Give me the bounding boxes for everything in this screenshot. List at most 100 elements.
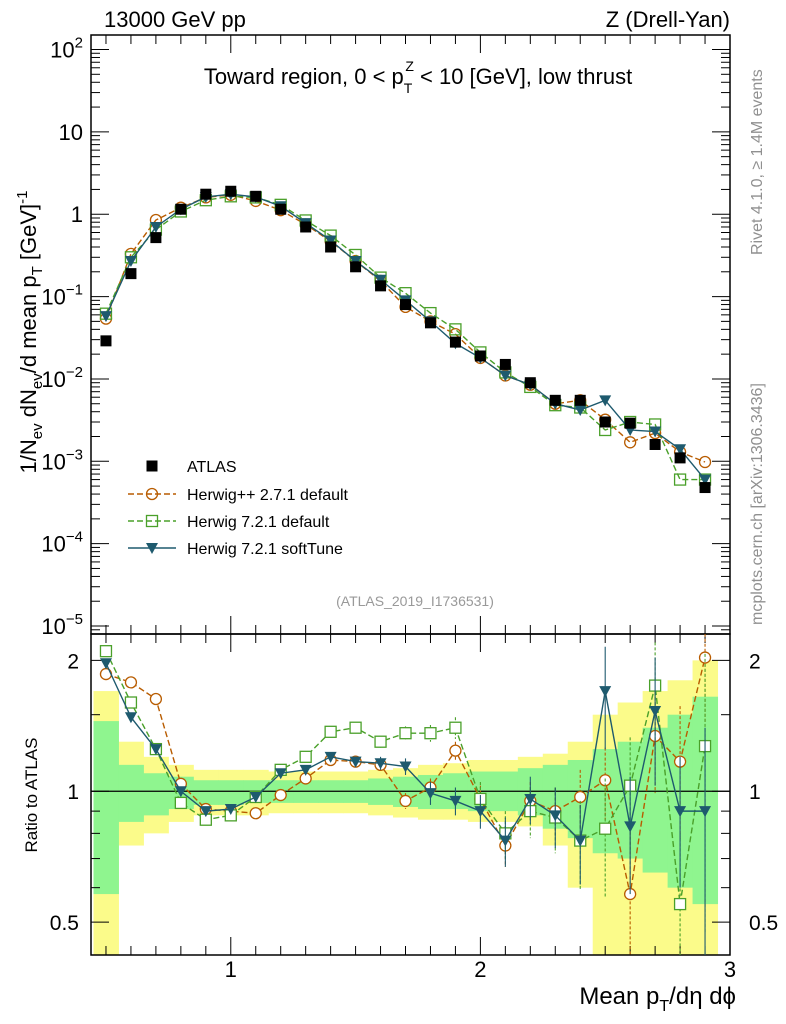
ratio-point-herwig-7-2-1-softtune [449,795,462,807]
point-atlas [250,190,262,202]
ratio-tick-label-right: 2 [749,650,761,673]
ratio-tick-label-right: 1 [749,781,761,804]
x-tick-label: 1 [225,957,237,982]
point-herwig-7-2-1-softtune [324,235,337,247]
legend-label-herwig-2-7-1-default: Herwig++ 2.7.1 default [187,487,349,504]
point-herwig-7-2-1-softtune [149,221,162,233]
point-atlas [100,335,112,347]
source-label: mcplots.cern.ch [arXiv:1306.3436] [749,383,766,625]
point-atlas [524,377,536,389]
ratio-point-herwig-7-2-1-default [324,725,337,738]
legend-marker-herwig-2-7-1-default [145,487,159,501]
x-tick-label: 3 [724,957,736,982]
ratio-band-green [218,780,244,805]
point-herwig-7-2-1-softtune [99,311,112,323]
rivet-version-label: Rivet 4.1.0, ≥ 1.4M events [749,69,766,255]
ratio-point-herwig-7-2-1-softtune [199,806,212,818]
y-tick-label: 102 [50,35,83,63]
ratio-point-herwig-7-2-1-softtune [474,806,487,818]
ratio-point-herwig-7-2-1-default [299,750,312,763]
point-atlas [400,299,412,311]
ratio-point-herwig-7-2-1-default [174,796,188,810]
point-atlas [474,350,486,362]
ratio-point-herwig-2-7-1-default [449,744,462,757]
line-herwig-7-2-1-softtune [105,193,706,481]
ratio-point-herwig-7-2-1-softtune [649,705,662,717]
ratio-plot-frame [90,633,731,956]
y-tick-label: 10−2 [41,364,83,392]
ratio-point-herwig-7-2-1-softtune [699,806,712,818]
point-herwig-7-2-1-softtune [374,274,387,286]
ratio-tick-label: 1 [67,781,79,804]
point-herwig-2-7-1-default [624,436,637,449]
ratio-point-herwig-2-7-1-default [698,651,712,664]
ratio-point-herwig-7-2-1-softtune [324,751,337,763]
point-herwig-7-2-1-softtune [699,474,712,486]
y-tick-label: 10−3 [41,446,83,474]
point-atlas [150,232,162,244]
point-herwig-7-2-1-softtune [499,370,512,382]
ratio-band-green [193,780,219,805]
ratio-point-herwig-7-2-1-softtune [124,712,137,724]
point-atlas [549,394,561,406]
point-herwig-7-2-1-softtune [124,256,137,268]
ratio-point-herwig-7-2-1-default [399,727,412,740]
point-atlas [275,203,287,215]
point-herwig-7-2-1-softtune [599,395,612,407]
x-axis-label: Mean pT/dη dϕ [579,983,736,1015]
ratio-point-herwig-2-7-1-default [399,794,412,808]
ratio-tick-label-right: 0.5 [749,912,778,935]
ratio-point-herwig-7-2-1-default [124,696,138,709]
ratio-tick-label: 2 [67,650,79,673]
x-tick-label: 2 [474,957,486,982]
chart-title: Toward region, 0 < pTZ < 10 [GeV], low t… [204,58,632,96]
ratio-point-herwig-2-7-1-default [124,676,138,689]
ratio-point-herwig-7-2-1-softtune [274,768,287,780]
point-atlas [424,317,436,329]
ratio-point-herwig-7-2-1-default [599,822,612,835]
y-axis-label: 1/Nev dNev/d mean pT [GeV]-1 [14,191,46,474]
point-atlas [200,188,212,200]
process-label: Z (Drell-Yan) [606,7,730,32]
point-herwig-7-2-1-softtune [674,444,687,456]
ratio-point-herwig-7-2-1-softtune [599,686,612,698]
ratio-point-herwig-2-7-1-default [149,692,163,706]
ratio-point-herwig-7-2-1-softtune [674,806,687,818]
ratio-band-green [93,721,119,895]
legend: ATLAS Herwig++ 2.7.1 default Herwig 7.2.1 … [128,459,349,558]
legend-label-atlas: ATLAS [187,459,237,476]
point-atlas [350,261,362,273]
main-series-group [99,185,712,494]
point-herwig-7-2-1-default [673,473,687,486]
ratio-point-herwig-7-2-1-default [99,645,113,658]
ratio-point-herwig-7-2-1-softtune [549,810,562,822]
ratio-point-herwig-7-2-1-softtune [524,793,537,805]
y-tick-label: 10−4 [41,529,83,557]
point-atlas [499,358,511,370]
point-herwig-2-7-1-default [698,455,712,469]
point-atlas [175,203,187,215]
y-tick-label: 10−5 [41,611,83,639]
ratio-band-green [118,764,144,822]
analysis-id-label: (ATLAS_2019_I1736531) [336,593,494,609]
point-atlas [375,280,387,292]
point-herwig-7-2-1-default [449,323,462,336]
ratio-point-herwig-7-2-1-default [374,735,387,748]
ratio-point-herwig-7-2-1-softtune [224,804,237,816]
point-herwig-7-2-1-softtune [574,404,587,416]
ratio-point-herwig-2-7-1-default [249,807,262,820]
legend-label-herwig-7-2-1-default: Herwig 7.2.1 default [187,514,330,531]
point-atlas [300,221,312,233]
ratio-point-herwig-7-2-1-softtune [299,764,312,776]
ratio-point-herwig-7-2-1-softtune [149,744,162,756]
ratio-tick-label: 0.5 [50,912,79,935]
ratio-point-herwig-7-2-1-default [673,897,687,911]
point-atlas [449,336,461,348]
line-herwig-2-7-1-default [105,194,706,463]
point-atlas [225,185,237,197]
point-atlas [649,438,661,450]
point-atlas [674,452,686,464]
y-tick-label: 10 [59,120,83,145]
point-atlas [574,394,586,406]
